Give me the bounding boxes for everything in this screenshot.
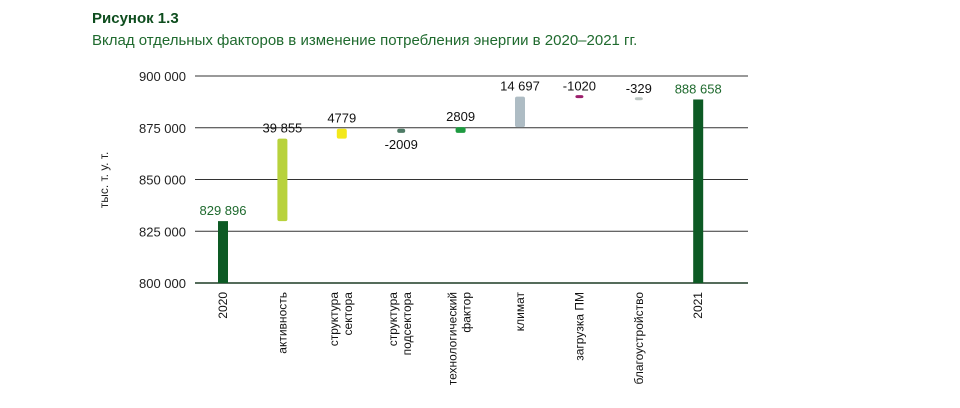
data-label: 2809 [446,109,475,124]
x-tick-label: подсектора [400,292,414,356]
data-label: -1020 [563,79,596,94]
bar-7 [634,97,643,101]
y-axis-label: тыс. т. у. т. [97,152,111,209]
y-tick-label: 875 000 [139,121,186,136]
bar-2 [336,128,347,139]
data-label: -2009 [385,137,418,152]
bar-0 [218,221,228,283]
y-tick-label: 800 000 [139,276,186,291]
y-tick-label: 850 000 [139,173,186,188]
bar-5 [515,96,525,128]
bar-4 [455,127,466,133]
data-label: 14 697 [500,79,540,94]
x-tick-label: 2020 [216,292,230,319]
data-label: -329 [626,81,652,96]
bar-8 [693,99,704,284]
x-tick-label: фактор [460,292,474,333]
chart-title: Вклад отдельных факторов в изменение пот… [92,32,638,49]
x-tick-label: загрузка ПМ [572,292,586,361]
x-tick-label: структура [327,292,341,347]
bar-6 [575,95,584,99]
x-tick-label: 2021 [691,292,705,319]
y-tick-label: 900 000 [139,69,186,84]
data-label: 39 855 [263,121,303,136]
x-tick-label: структура [386,292,400,347]
x-tick-label: активность [275,292,289,354]
x-tick-label: благоустройство [632,292,646,385]
data-label: 888 658 [675,81,722,96]
data-label: 829 896 [200,203,247,218]
y-tick-label: 825 000 [139,224,186,239]
x-tick-label: технологический [446,292,460,385]
bar-1 [277,138,288,222]
data-label: 4779 [327,111,356,126]
figure-label: Рисунок 1.3 [92,10,179,27]
x-tick-label: сектора [341,292,355,336]
bar-3 [397,128,406,133]
x-tick-label: климат [513,292,527,332]
